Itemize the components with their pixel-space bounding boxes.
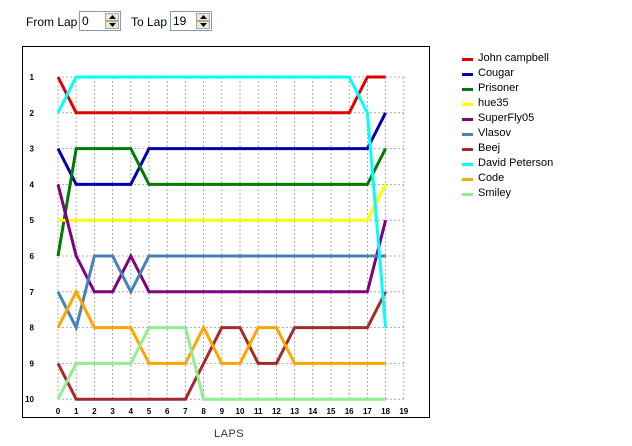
legend-swatch <box>462 58 473 61</box>
to-lap-spinner[interactable] <box>170 11 212 31</box>
series-lines <box>56 75 388 401</box>
x-axis-tick-labels: 0 1 2 3 4 5 6 7 8 9 10 11 12 13 14 15 16 17 18 19 <box>56 407 409 416</box>
legend-label: Beej <box>478 142 501 154</box>
legend-label: Vlasov <box>478 127 512 139</box>
y-tick-label: 4 <box>30 180 35 189</box>
y-tick-label: 10 <box>25 395 34 404</box>
from-lap-decrement-button[interactable] <box>105 21 119 29</box>
from-lap-input[interactable] <box>82 13 104 29</box>
y-tick-label: 6 <box>30 252 35 261</box>
legend-label: John campbell <box>478 52 549 64</box>
x-tick-label: 11 <box>254 407 263 416</box>
x-tick-label: 14 <box>308 407 317 416</box>
legend-label: Code <box>478 172 505 184</box>
series-line-cougar <box>56 112 387 186</box>
legend-label: Cougar <box>478 67 515 79</box>
x-tick-label: 10 <box>236 407 245 416</box>
x-tick-label: 4 <box>129 407 134 416</box>
legend-swatch <box>462 103 473 106</box>
legend-swatch <box>462 118 473 121</box>
series-line-vlasov <box>56 254 386 332</box>
legend-label: David Peterson <box>478 157 554 169</box>
legend-label: Smiley <box>478 187 512 199</box>
from-lap-spinner[interactable] <box>79 11 121 31</box>
from-lap-label: From Lap <box>26 15 78 29</box>
y-tick-label: 7 <box>30 288 35 297</box>
legend-label: SuperFly05 <box>478 112 535 124</box>
legend-label: hue35 <box>478 97 509 109</box>
legend-swatch <box>462 163 473 166</box>
chevron-up-icon <box>109 15 116 19</box>
x-tick-label: 13 <box>290 407 299 416</box>
x-tick-label: 17 <box>363 407 372 416</box>
to-lap-increment-button[interactable] <box>196 13 210 21</box>
legend-swatch <box>462 193 473 196</box>
series-line-superfly05 <box>56 184 388 294</box>
x-axis-title: LAPS <box>214 428 245 440</box>
x-tick-label: 1 <box>74 407 79 416</box>
chart-grid <box>57 76 405 400</box>
from-lap-increment-button[interactable] <box>105 13 119 21</box>
legend-swatch <box>462 133 473 136</box>
legend-swatch <box>462 73 473 76</box>
x-tick-label: 18 <box>381 407 390 416</box>
series-line-john-campbell <box>56 75 386 115</box>
x-tick-label: 7 <box>183 407 188 416</box>
y-tick-label: 9 <box>30 359 35 368</box>
series-line-code <box>56 288 386 365</box>
series-line-hue35 <box>58 183 387 222</box>
x-tick-label: 3 <box>110 407 115 416</box>
to-lap-input[interactable] <box>173 13 195 29</box>
chevron-down-icon <box>200 23 207 27</box>
x-tick-label: 12 <box>272 407 281 416</box>
x-tick-label: 19 <box>399 407 408 416</box>
x-tick-label: 16 <box>345 407 354 416</box>
legend-swatch <box>462 178 473 181</box>
x-tick-label: 9 <box>220 407 225 416</box>
x-tick-label: 8 <box>201 407 206 416</box>
series-line-beej <box>56 291 387 401</box>
legend-swatch <box>462 88 473 91</box>
y-tick-label: 2 <box>30 109 35 118</box>
chevron-up-icon <box>200 15 207 19</box>
to-lap-decrement-button[interactable] <box>196 21 210 29</box>
series-line-smiley <box>56 326 386 401</box>
series-line-prisoner <box>56 147 387 257</box>
chart-frame: 1 2 3 4 5 6 7 8 9 10 0 1 2 3 4 5 6 7 8 9 10 11 12 13 14 15 16 17 18 1… <box>22 46 430 418</box>
x-tick-label: 15 <box>327 407 336 416</box>
y-axis-tick-labels: 1 2 3 4 5 6 7 8 9 10 <box>25 73 34 404</box>
x-tick-label: 5 <box>147 407 152 416</box>
x-tick-label: 0 <box>56 407 61 416</box>
legend-swatch <box>462 148 473 151</box>
y-tick-label: 3 <box>30 145 35 154</box>
x-tick-label: 6 <box>165 407 170 416</box>
legend-label: Prisoner <box>478 82 519 94</box>
x-tick-label: 2 <box>92 407 97 416</box>
to-lap-label: To Lap <box>131 15 168 29</box>
chevron-down-icon <box>109 23 116 27</box>
y-tick-label: 8 <box>30 324 35 333</box>
y-tick-label: 5 <box>30 216 35 225</box>
series-line-david-peterson <box>56 75 388 328</box>
y-tick-label: 1 <box>30 73 35 82</box>
